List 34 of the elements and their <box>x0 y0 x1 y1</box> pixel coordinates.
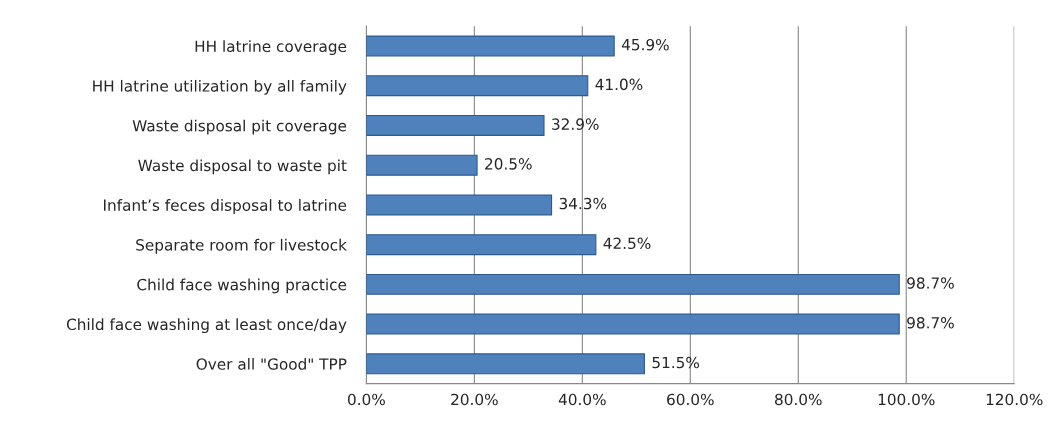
data-label: 41.0% <box>595 78 643 91</box>
y-tick-label: Infant’s feces disposal to latrine <box>104 199 347 214</box>
y-tick-label: HH latrine coverage <box>195 40 347 55</box>
bar <box>366 35 615 57</box>
data-label: 34.3% <box>559 197 607 210</box>
y-tick-label: Waste disposal pit coverage <box>132 119 347 135</box>
x-tick-label: 120.0% <box>986 393 1043 406</box>
x-tick-label: 0.0% <box>347 393 385 406</box>
data-label: 98.7% <box>907 316 954 329</box>
bar <box>366 234 597 256</box>
y-tick-label: Child face washing at least once/day <box>66 318 347 334</box>
data-label: 51.5% <box>652 356 700 369</box>
x-tick-label: 80.0% <box>775 393 822 406</box>
y-tick-label: HH latrine utilization by all family <box>93 79 347 95</box>
data-label: 20.5% <box>485 158 532 170</box>
data-label: 32.9% <box>552 118 599 130</box>
bar <box>366 154 478 176</box>
y-tick-label: Separate room for livestock <box>136 238 347 254</box>
x-tick-label: 20.0% <box>451 393 498 406</box>
data-label: 42.5% <box>603 237 651 250</box>
data-label: 98.7% <box>907 277 954 289</box>
bar <box>366 194 553 216</box>
x-tick-label: 100.0% <box>878 393 935 406</box>
x-tick-label: 60.0% <box>667 393 714 406</box>
bar <box>366 75 589 97</box>
bar <box>366 313 900 335</box>
bar <box>366 114 545 136</box>
data-label: 45.9% <box>621 38 669 51</box>
bar <box>366 353 645 375</box>
y-tick-label: Child face washing practice <box>137 278 347 294</box>
x-tick-label: 40.0% <box>558 393 606 406</box>
y-tick-label: Waste disposal to waste pit <box>138 159 347 175</box>
bar <box>366 273 900 295</box>
y-tick-label: Over all "Good" TPP <box>196 358 347 370</box>
